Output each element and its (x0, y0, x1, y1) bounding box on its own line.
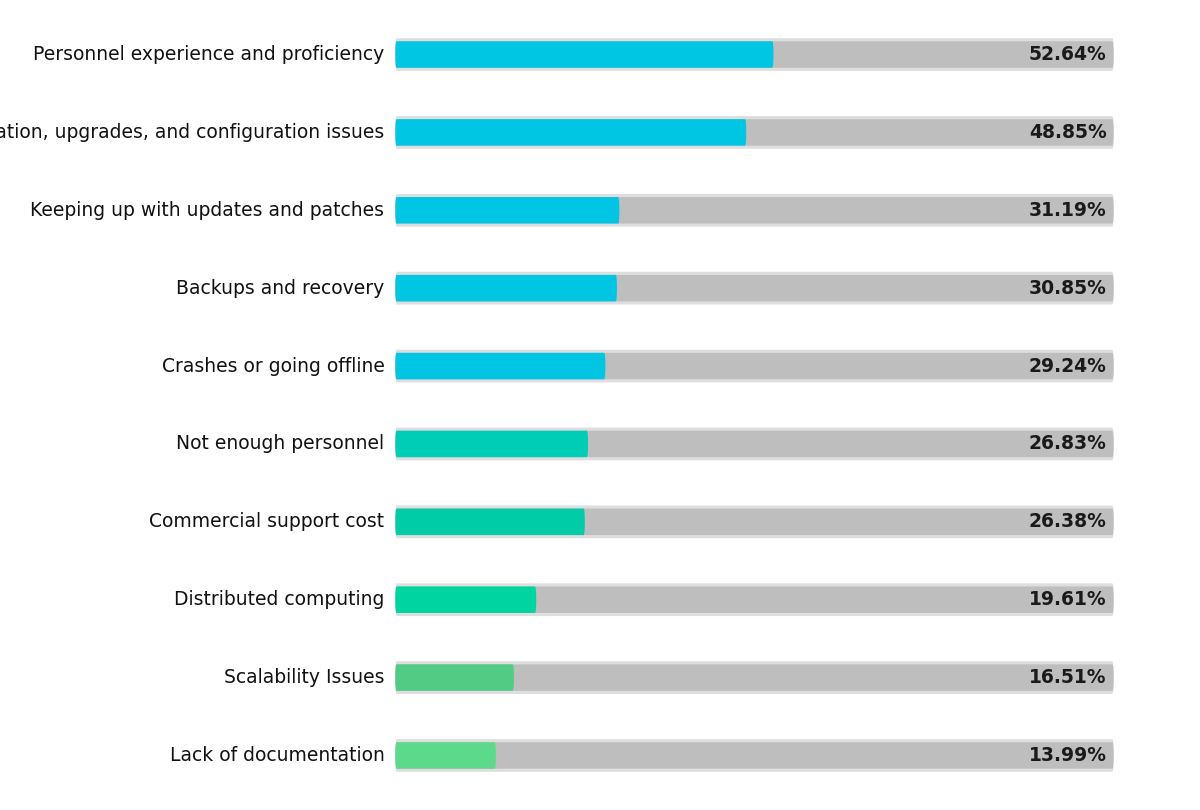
Text: 19.61%: 19.61% (1028, 590, 1106, 609)
Text: 29.24%: 29.24% (1028, 356, 1106, 376)
Text: 31.19%: 31.19% (1028, 201, 1106, 220)
FancyBboxPatch shape (395, 431, 1114, 457)
FancyBboxPatch shape (395, 350, 1114, 382)
Text: Keeping up with updates and patches: Keeping up with updates and patches (30, 201, 384, 220)
Text: Installation, upgrades, and configuration issues: Installation, upgrades, and configuratio… (0, 123, 384, 142)
FancyBboxPatch shape (395, 661, 1114, 694)
FancyBboxPatch shape (395, 41, 1114, 68)
Text: Scalability Issues: Scalability Issues (224, 668, 384, 687)
FancyBboxPatch shape (395, 586, 1114, 613)
Text: Personnel experience and proficiency: Personnel experience and proficiency (34, 45, 384, 64)
FancyBboxPatch shape (395, 275, 1114, 301)
FancyBboxPatch shape (395, 505, 1114, 538)
FancyBboxPatch shape (395, 739, 1114, 772)
Text: 30.85%: 30.85% (1028, 279, 1106, 297)
FancyBboxPatch shape (395, 664, 1114, 691)
Text: Crashes or going offline: Crashes or going offline (162, 356, 384, 376)
FancyBboxPatch shape (395, 586, 536, 613)
Text: 52.64%: 52.64% (1028, 45, 1106, 64)
FancyBboxPatch shape (395, 197, 619, 224)
Text: Not enough personnel: Not enough personnel (176, 434, 384, 454)
Text: Backups and recovery: Backups and recovery (176, 279, 384, 297)
FancyBboxPatch shape (395, 272, 1114, 305)
Text: 26.83%: 26.83% (1028, 434, 1106, 454)
FancyBboxPatch shape (395, 38, 1114, 70)
FancyBboxPatch shape (395, 742, 496, 769)
Text: 13.99%: 13.99% (1028, 746, 1106, 765)
FancyBboxPatch shape (395, 197, 1114, 224)
FancyBboxPatch shape (395, 428, 1114, 460)
Text: Commercial support cost: Commercial support cost (149, 513, 384, 531)
Text: 48.85%: 48.85% (1028, 123, 1106, 142)
FancyBboxPatch shape (395, 275, 617, 301)
FancyBboxPatch shape (395, 509, 584, 535)
FancyBboxPatch shape (395, 583, 1114, 616)
FancyBboxPatch shape (395, 431, 588, 457)
FancyBboxPatch shape (395, 353, 605, 379)
Text: Lack of documentation: Lack of documentation (169, 746, 384, 765)
FancyBboxPatch shape (395, 742, 1114, 769)
Text: 26.38%: 26.38% (1028, 513, 1106, 531)
FancyBboxPatch shape (395, 116, 1114, 149)
Text: Distributed computing: Distributed computing (174, 590, 384, 609)
FancyBboxPatch shape (395, 353, 1114, 379)
FancyBboxPatch shape (395, 119, 746, 146)
Text: 16.51%: 16.51% (1030, 668, 1106, 687)
FancyBboxPatch shape (395, 509, 1114, 535)
FancyBboxPatch shape (395, 41, 774, 68)
FancyBboxPatch shape (395, 664, 514, 691)
FancyBboxPatch shape (395, 119, 1114, 146)
FancyBboxPatch shape (395, 194, 1114, 227)
